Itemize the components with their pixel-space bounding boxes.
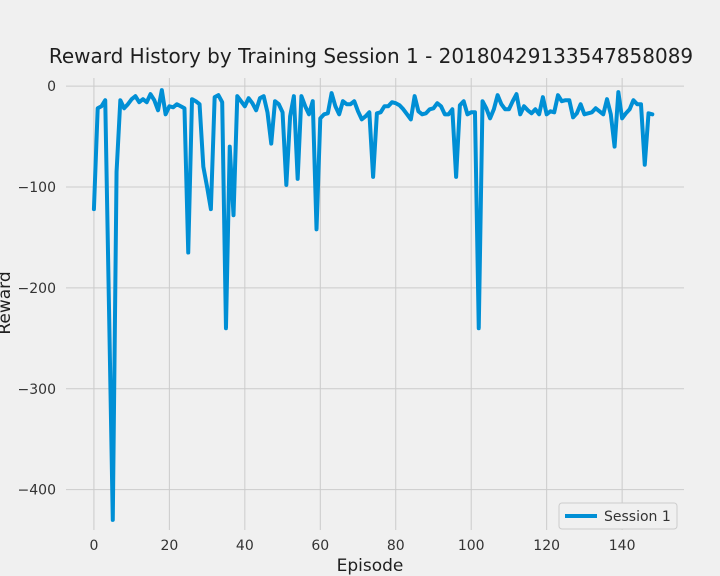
- x-tick-label: 100: [458, 538, 485, 554]
- y-axis-ticks: 0 −100 −200 −300 −400: [18, 79, 56, 499]
- y-tick-label: 0: [47, 79, 56, 95]
- legend-label: Session 1: [604, 509, 671, 525]
- x-tick-label: 80: [387, 538, 405, 554]
- y-tick-label: −300: [18, 382, 56, 398]
- chart-title: Reward History by Training Session 1 - 2…: [49, 44, 693, 68]
- x-tick-label: 60: [311, 538, 329, 554]
- x-tick-label: 140: [609, 538, 636, 554]
- series-layer: [91, 88, 655, 522]
- x-axis-ticks: 0 20 40 60 80 100 120 140: [89, 538, 635, 554]
- x-axis-label: Episode: [337, 556, 404, 576]
- x-tick-label: 40: [236, 538, 254, 554]
- y-tick-label: −400: [18, 483, 56, 499]
- legend-box: [558, 502, 678, 530]
- y-axis-label: Reward: [0, 271, 15, 334]
- x-tick-label: 20: [160, 538, 178, 554]
- x-tick-label: 0: [89, 538, 98, 554]
- y-tick-label: −200: [18, 281, 56, 297]
- series-line-1: [91, 88, 655, 522]
- legend: Session 1: [558, 502, 678, 530]
- y-tick-label: −100: [18, 180, 56, 196]
- x-tick-label: 120: [533, 538, 560, 554]
- grid-lines: [66, 78, 684, 530]
